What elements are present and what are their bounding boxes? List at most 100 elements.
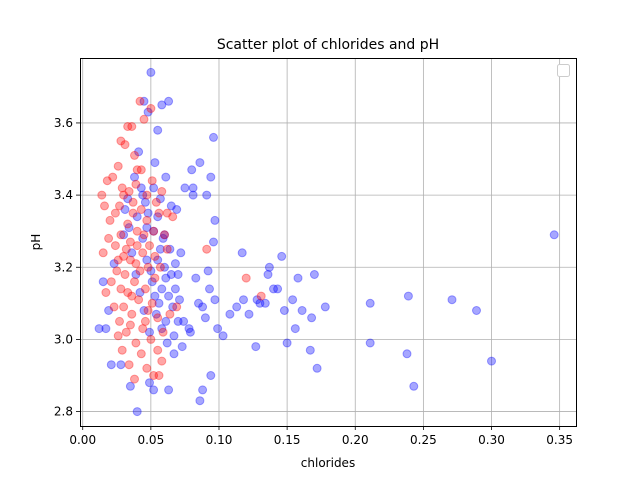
scatter-point [131,338,141,348]
scatter-point [113,161,123,171]
scatter-point [138,248,148,258]
scatter-point [128,197,138,207]
scatter-point [309,270,319,279]
axis-ticks: 0.00 0.05 0.10 0.15 0.20 0.25 0.30 0.35 2.8 3.0 3.… [54,116,573,447]
y-tick-label: 2.8 [54,405,73,419]
scatter-point [113,255,123,265]
scatter-point [273,284,283,294]
scatter-point [150,291,160,301]
scatter-point [184,324,194,334]
scatter-point [151,309,161,319]
scatter-point [157,187,167,196]
scatter-point [194,298,203,308]
scatter-point [164,291,174,301]
scatter-point [155,244,165,254]
scatter-point [124,187,134,196]
scatter-point [136,205,146,214]
scatter-point [188,183,198,193]
x-tick-label: 0.00 [69,433,96,447]
scatter-point [127,122,137,131]
scatter-point [125,237,135,247]
scatter-point [162,208,172,218]
scatter-point [180,183,190,193]
scatter-point [210,215,220,225]
scatter-point [282,338,292,348]
scatter-point [138,324,148,334]
scatter-point [293,273,303,283]
x-tick-label: 0.20 [342,433,369,447]
scatter-point [116,136,126,146]
scatter-point [143,306,153,315]
scatter-point [124,223,134,233]
scatter-point [256,291,266,301]
scatter-point [158,327,168,337]
scatter-point [260,298,270,308]
scatter-point [153,125,163,135]
scatter-point [202,190,212,200]
scatter-point [170,259,180,269]
scatter-point [130,150,139,160]
scatter-point [195,158,205,168]
scatter-point [110,208,120,218]
scatter-point [237,248,247,258]
scatter-point [213,324,223,334]
scatter-point [117,345,127,355]
scatter-point [104,233,114,243]
scatter-point [164,96,174,106]
scatter-point [177,342,187,352]
x-tick-label: 0.15 [274,433,301,447]
scatter-point [288,295,298,305]
scatter-point [119,251,129,261]
y-tick-label: 3.6 [54,116,73,130]
scatter-point [135,266,145,276]
scatter-point [264,262,274,272]
scatter-point [128,208,138,218]
scatter-point [146,104,156,113]
scatter-point [134,147,144,157]
scatter-point [168,212,178,222]
scatter-point [155,194,165,204]
scatter-point [131,259,141,269]
scatter-point [136,183,146,193]
scatter-point [297,306,307,315]
plot-area-frame [80,58,577,427]
scatter-point [172,302,182,312]
scatter-point [165,309,175,319]
scatter-point [142,255,152,265]
y-axis-label: pH [29,234,43,251]
scatter-point [113,331,123,341]
scatter-point [119,230,129,240]
scatter-point [109,259,119,269]
scatter-point [116,284,126,294]
scatter-point [125,255,135,265]
scatter-point [173,270,183,279]
scatter-point [149,183,159,193]
scatter-point [147,176,157,186]
scatter-point [147,277,157,287]
scatter-point [472,306,481,315]
scatter-point [115,201,124,211]
scatter-point [149,371,159,380]
scatter-point [157,100,167,110]
scatter-point [162,338,172,348]
scatter-point [136,349,146,359]
x-tick-label: 0.05 [137,433,164,447]
scatter-point [161,273,171,283]
scatter-point [150,273,160,283]
scatter-point [403,291,413,301]
scatter-point [136,165,146,175]
scatter-point [120,205,130,214]
scatter-point [218,331,228,341]
scatter-point [161,172,171,182]
scatter-point [138,190,148,200]
scatter-point [112,266,122,276]
scatter-point [160,230,169,240]
scatter-point [165,244,175,254]
scatter-point [150,158,160,168]
scatter-point [149,385,159,395]
scatter-point [139,306,149,315]
scatter-point [187,165,197,175]
scatter-point [143,107,153,117]
scatter-point [155,262,165,272]
scatter-point [160,262,169,272]
